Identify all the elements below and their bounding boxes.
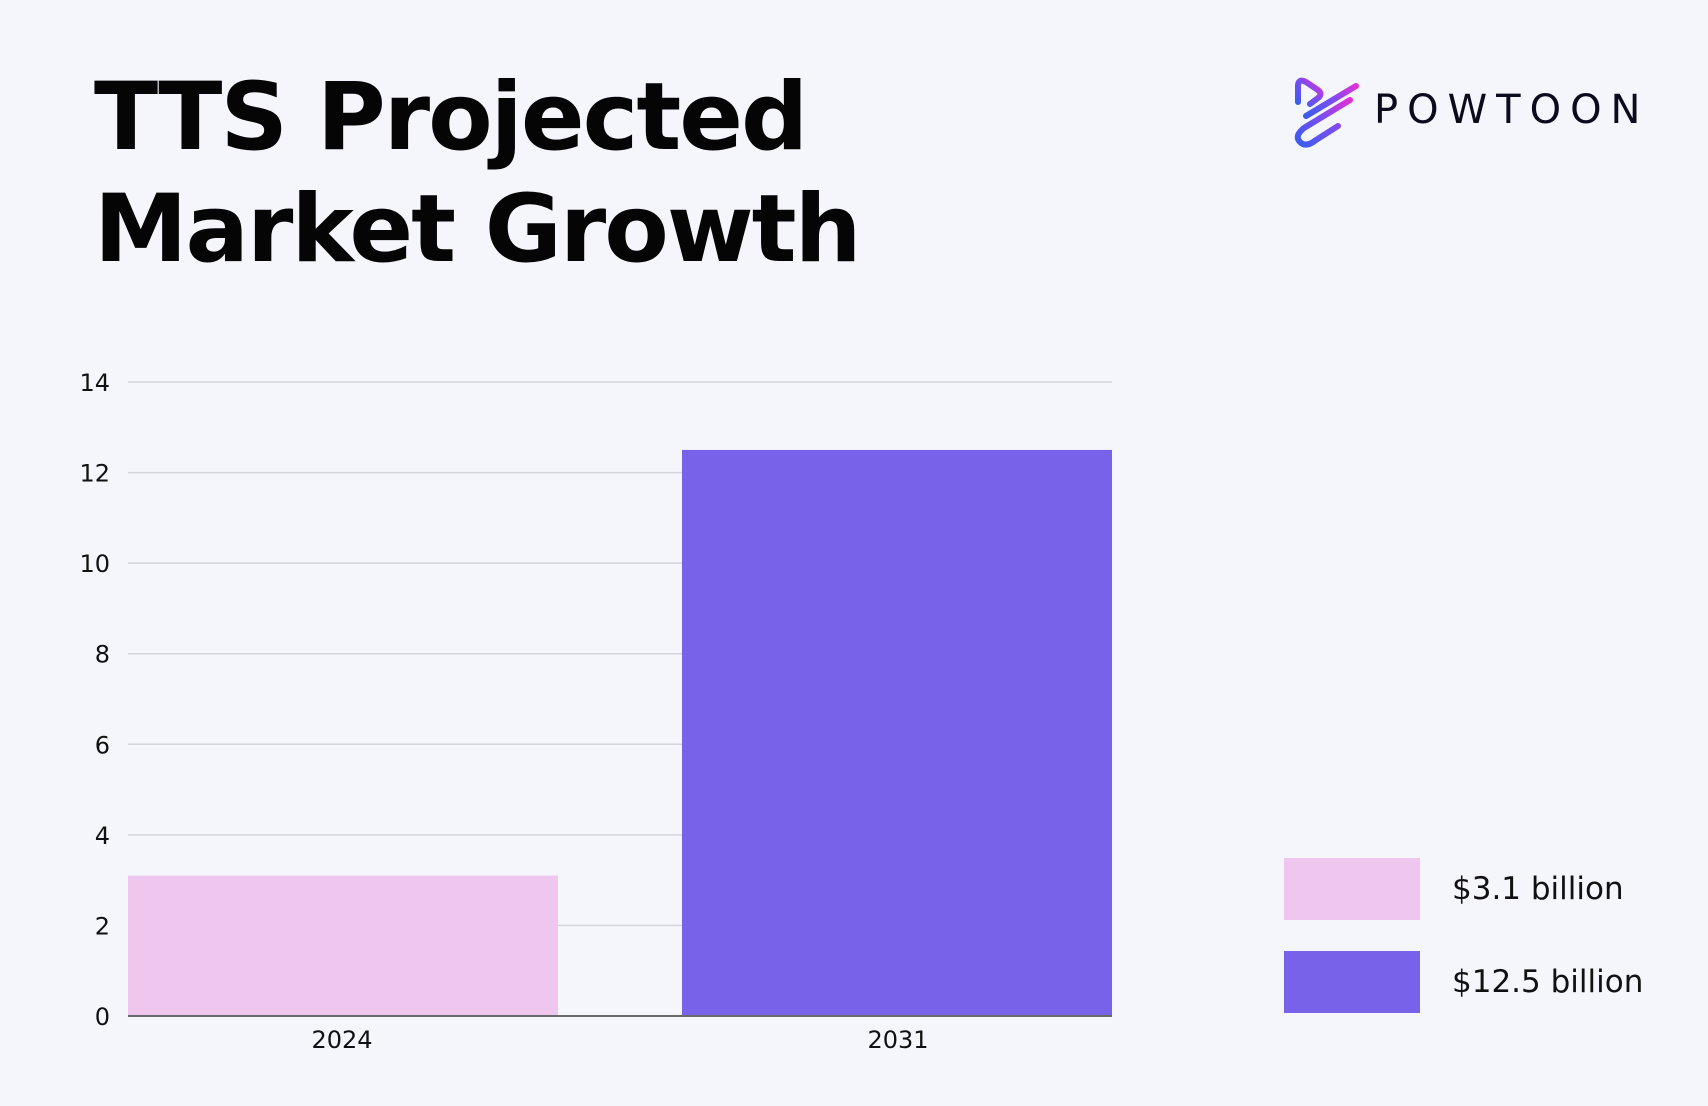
legend-swatch [1284, 951, 1420, 1013]
y-tick-label: 8 [95, 641, 110, 669]
bar-2031 [682, 449, 1112, 1016]
y-tick-label: 12 [79, 460, 110, 488]
x-tick-label-2031: 2031 [867, 1026, 928, 1054]
title-line-2: Market Growth [94, 175, 862, 284]
brand-name: POWTOON [1374, 87, 1650, 133]
y-tick-label: 10 [79, 550, 110, 578]
legend: $3.1 billion $12.5 billion [1284, 858, 1684, 1044]
bar-2024 [128, 875, 558, 1016]
powtoon-logo-icon [1294, 77, 1359, 148]
y-tick-label: 2 [95, 912, 110, 940]
y-tick-label: 6 [95, 731, 110, 759]
y-tick-label: 4 [95, 822, 110, 850]
powtoon-logo: POWTOON [1290, 76, 1640, 150]
legend-swatch [1284, 858, 1420, 920]
legend-item: $12.5 billion [1284, 951, 1684, 1013]
x-tick-label-2024: 2024 [311, 1026, 372, 1054]
legend-label: $12.5 billion [1452, 964, 1644, 1000]
legend-item: $3.1 billion [1284, 858, 1684, 920]
y-tick-label: 14 [79, 369, 110, 397]
y-tick-label: 0 [95, 1003, 110, 1031]
legend-label: $3.1 billion [1452, 871, 1624, 907]
title-line-1: TTS Projected [94, 63, 808, 172]
page-title: TTS Projected Market Growth [94, 62, 862, 286]
